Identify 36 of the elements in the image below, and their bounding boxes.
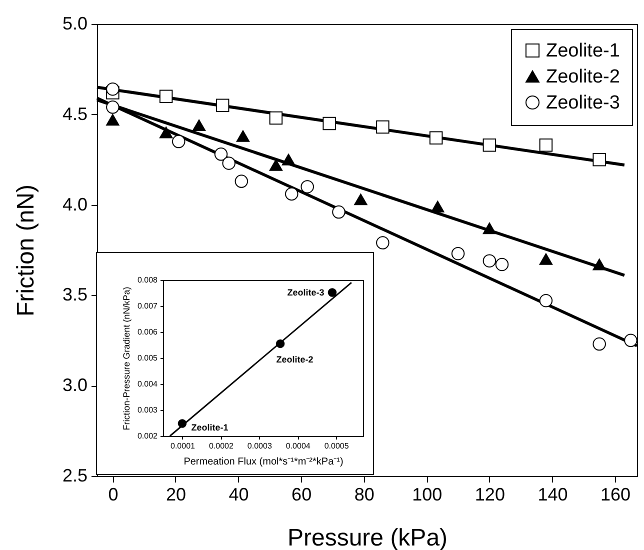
y-axis-title: Friction (nN) bbox=[12, 184, 40, 317]
x-axis-title: Permeation Flux (mol*s⁻¹*m⁻²*kPa⁻¹) bbox=[184, 456, 344, 468]
x-tick-label: 0.0005 bbox=[324, 442, 350, 450]
y-tick-label: 0.008 bbox=[137, 276, 158, 284]
x-tick-label: 120 bbox=[474, 484, 505, 504]
x-tick-label: 0.0003 bbox=[247, 442, 272, 450]
x-tick-label: 160 bbox=[600, 484, 631, 504]
y-tick-label: 0.004 bbox=[137, 380, 158, 388]
annotation: Zeolite-1 bbox=[191, 422, 228, 433]
legend-label: Zeolite-2 bbox=[546, 66, 620, 88]
y-tick-label: 4.0 bbox=[62, 194, 88, 214]
y-tick-label: 3.0 bbox=[62, 375, 88, 396]
x-tick-label: 0.0002 bbox=[208, 442, 234, 450]
y-tick-label: 0.006 bbox=[137, 328, 158, 336]
legend-label: Zeolite-1 bbox=[546, 40, 620, 62]
x-tick-label: 140 bbox=[538, 484, 568, 504]
annotation: Zeolite-2 bbox=[276, 354, 314, 365]
y-tick-label: 3.5 bbox=[62, 284, 88, 305]
y-tick-label: 0.007 bbox=[137, 302, 158, 310]
y-tick-label: 2.5 bbox=[62, 466, 88, 486]
y-tick-label: 0.002 bbox=[137, 432, 158, 440]
legend-label: Zeolite-3 bbox=[546, 92, 620, 114]
x-tick-label: 40 bbox=[228, 484, 249, 504]
annotation: Zeolite-3 bbox=[287, 287, 324, 298]
y-axis-title: Friction-Pressure Gradient (nN/kPa) bbox=[121, 286, 132, 430]
x-tick-label: 0 bbox=[108, 484, 118, 504]
x-tick-label: 60 bbox=[292, 484, 312, 504]
y-tick-label: 0.005 bbox=[137, 354, 158, 362]
x-tick-label: 20 bbox=[166, 484, 186, 504]
x-tick-label: 100 bbox=[412, 484, 442, 504]
y-tick-label: 5.0 bbox=[62, 14, 88, 34]
y-tick-label: 4.5 bbox=[62, 104, 88, 124]
x-tick-label: 80 bbox=[354, 484, 374, 504]
x-tick-label: 0.0001 bbox=[170, 442, 196, 450]
x-tick-label: 0.0004 bbox=[286, 442, 311, 450]
y-tick-label: 0.003 bbox=[137, 406, 158, 414]
